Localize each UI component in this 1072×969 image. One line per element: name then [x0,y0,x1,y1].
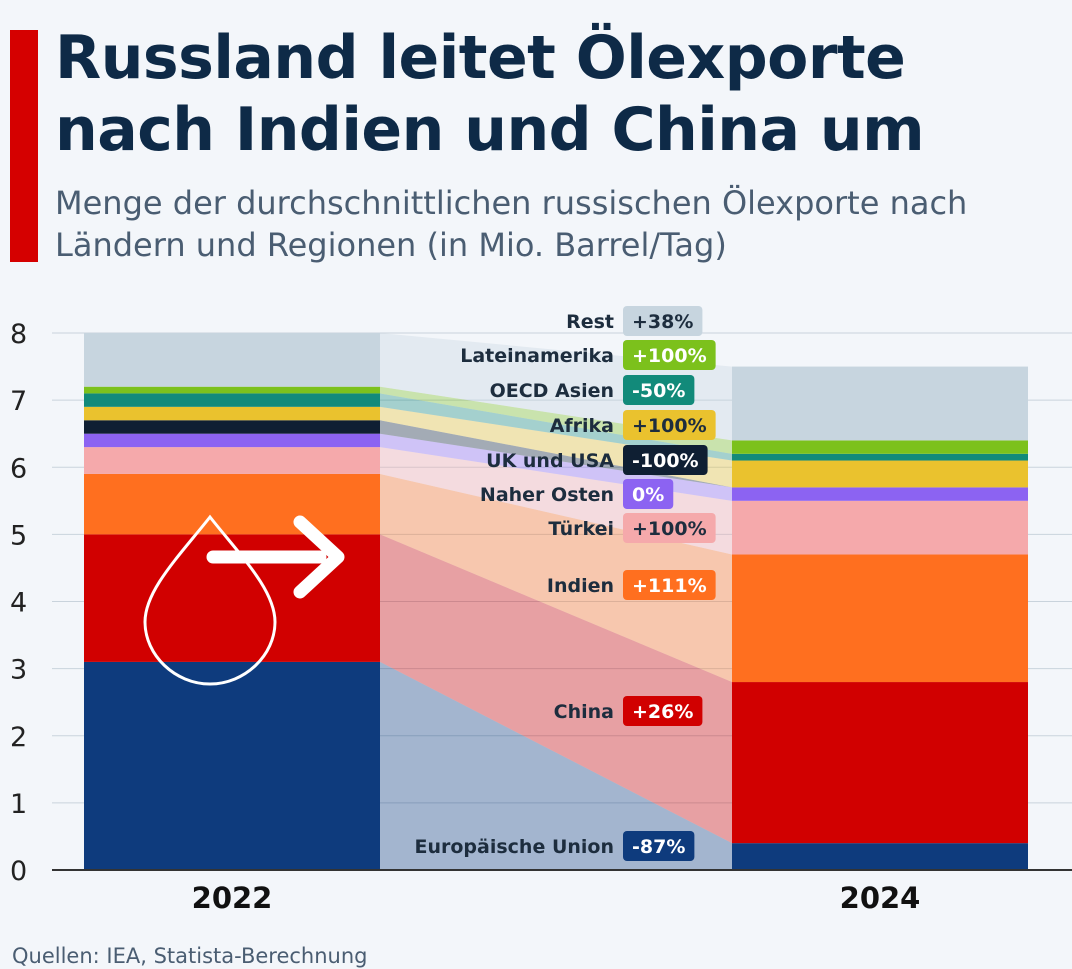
change-badge-lateinamerika [623,340,716,370]
bar-turkei-2022 [84,447,380,474]
y-tick-label: 1 [10,789,27,820]
stacked-bar-chart: 0 1 2 3 4 5 6 7 8 2022 2024 Europäische Union -87% C… [10,306,1072,915]
change-badge-text-china: +26% [632,701,693,723]
y-tick-label: 6 [10,453,27,484]
chart-subtitle: Menge der durchschnittlichen russischen … [55,184,968,264]
series-label-uk-und-usa: UK und USA [486,450,614,472]
change-badge-oecd-asien [623,375,695,405]
flow-china [380,534,732,844]
bar-europaische-union-2022 [84,661,380,870]
accent-bar [10,30,38,262]
change-badge-text-indien: +111% [632,575,707,597]
flow-indien [380,473,732,683]
bar-indien-2022 [84,473,380,535]
series-labels: Europäische Union -87% China +26% Indien +111… [414,306,716,861]
bar-afrika-2022 [84,406,380,421]
change-badge-text-uk-und-usa: -100% [632,450,699,472]
series-label-indien: Indien [547,575,614,597]
change-badge-text-lateinamerika: +100% [632,345,707,367]
bar-oecd-asien-2024 [732,453,1028,461]
change-badge-china [623,696,703,726]
x-category-label: 2024 [840,881,921,915]
bar-china-2024 [732,682,1028,844]
bar-rest-2024 [732,366,1028,441]
y-tick-label: 5 [10,520,27,551]
bar-oecd-asien-2022 [84,393,380,407]
y-tick-label: 8 [10,319,27,350]
flow-oecd-asien [380,393,732,461]
chart-title: Russland leitet Ölexporte nach Indien un… [55,23,925,165]
change-badge-afrika [623,410,716,440]
y-tick-label: 0 [10,856,27,887]
bar-uk-und-usa-2022 [84,420,380,434]
bar-lateinamerika-2024 [732,440,1028,454]
change-badge-text-naher-osten: 0% [632,484,664,506]
bar-naher-osten-2024 [732,487,1028,501]
series-label-naher-osten: Naher Osten [480,484,614,506]
series-label-afrika: Afrika [550,415,614,437]
axes: 0 1 2 3 4 5 6 7 8 2022 2024 [10,319,1072,915]
change-badge-text-afrika: +100% [632,415,707,437]
series-label-china: China [554,701,614,723]
series-label-turkei: Türkei [548,518,614,540]
change-badge-rest [623,306,703,336]
change-badge-naher-osten [623,479,674,509]
bars [84,333,1028,870]
change-badge-text-turkei: +100% [632,518,707,540]
change-badge-indien [623,570,716,600]
bar-rest-2022 [84,333,380,387]
change-badge-text-rest: +38% [632,311,693,333]
change-badge-text-europaische-union: -87% [632,836,685,858]
series-label-lateinamerika: Lateinamerika [460,345,614,367]
series-label-rest: Rest [566,311,614,333]
series-label-europaische-union: Europäische Union [414,836,614,858]
bar-naher-osten-2022 [84,433,380,448]
change-badge-turkei [623,513,716,543]
y-tick-label: 2 [10,722,27,753]
bar-afrika-2024 [732,460,1028,488]
y-tick-label: 4 [10,588,27,619]
change-badge-uk-und-usa [623,445,708,475]
flow-europaische-union [380,661,732,870]
x-category-label: 2022 [192,881,273,915]
y-tick-label: 3 [10,655,27,686]
bar-lateinamerika-2022 [84,386,380,394]
change-badge-europaische-union [623,831,695,861]
series-label-oecd-asien: OECD Asien [490,380,614,402]
source-note: Quellen: IEA, Statista-Berechnung [12,944,368,968]
y-tick-label: 7 [10,386,27,417]
bar-indien-2024 [732,554,1028,683]
oil-drop-arrow-icon [143,514,345,686]
bar-europaische-union-2024 [732,843,1028,870]
bar-turkei-2024 [732,500,1028,555]
change-badge-text-oecd-asien: -50% [632,380,685,402]
